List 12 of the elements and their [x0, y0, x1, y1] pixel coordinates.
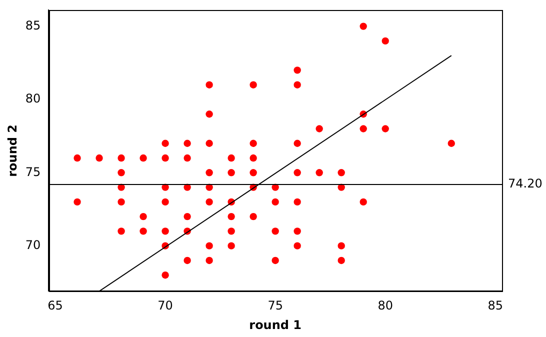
y-tick-label: 75	[25, 164, 41, 179]
x-tick-label: 85	[488, 298, 504, 313]
x-tick-label: 65	[48, 298, 63, 313]
x-axis-title: round 1	[249, 318, 302, 332]
y-tick-label: 80	[25, 92, 41, 106]
x-tick-label: 70	[158, 298, 173, 313]
x-tick-label: 80	[378, 298, 394, 313]
ref-line-label: 74.20	[508, 176, 542, 190]
y-axis-title: round 2	[5, 124, 20, 177]
x-tick-label: 75	[268, 298, 283, 313]
y-tick-label: 70	[25, 238, 41, 252]
y-tick-label: 85	[25, 18, 41, 32]
